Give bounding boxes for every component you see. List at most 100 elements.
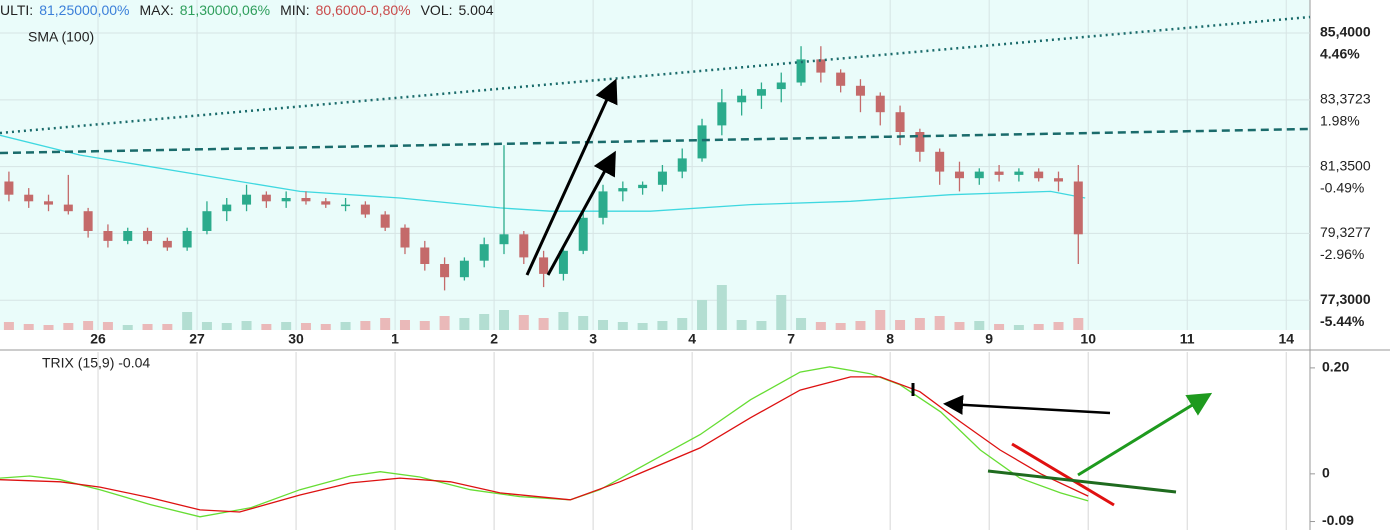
volume-bar — [360, 321, 371, 330]
volume-bar — [419, 321, 430, 330]
y-tick-label: 0.20 — [1322, 359, 1349, 375]
candle-body — [301, 198, 311, 202]
candle-body — [677, 158, 687, 172]
arrow — [943, 394, 1111, 415]
arrow — [546, 150, 616, 276]
candle-body — [657, 171, 667, 185]
candle-body — [321, 201, 331, 205]
y-tick-change: 1.98% — [1320, 113, 1360, 129]
header-value: 5.004 — [459, 2, 494, 18]
x-tick-label: 11 — [1180, 331, 1195, 347]
candle-body — [638, 184, 648, 189]
candle-body — [341, 204, 351, 207]
plot-background — [0, 0, 1310, 330]
volume-bar — [63, 323, 74, 330]
volume-bar — [518, 315, 529, 330]
y-tick-change: -0.49% — [1320, 179, 1364, 195]
y-tick-label: 83,3723 — [1320, 91, 1371, 107]
candle-body — [261, 194, 271, 202]
volume-bar — [637, 323, 648, 330]
candle-body — [182, 231, 192, 248]
candle-body — [143, 231, 153, 241]
candle-body — [63, 204, 73, 212]
candle-body — [281, 198, 291, 202]
y-tick-change: -2.96% — [1320, 246, 1364, 262]
volume-bar — [300, 323, 311, 330]
x-tick-label: 30 — [288, 331, 304, 347]
x-tick-label: 4 — [688, 331, 696, 347]
volume-bar — [776, 295, 787, 330]
candle-body — [1053, 178, 1063, 182]
y-tick-label: 79,3277 — [1320, 224, 1371, 240]
candle-body — [618, 188, 628, 192]
volume-bar — [201, 322, 212, 330]
header-value: 81,30000,06% — [180, 2, 270, 18]
series-line — [0, 366, 1089, 518]
volume-bar — [914, 318, 925, 330]
volume-bar — [875, 310, 886, 330]
candle-body — [400, 227, 410, 248]
volume-bar — [617, 322, 628, 330]
candle-body — [380, 214, 390, 228]
volume-bar — [994, 324, 1005, 330]
volume-bar — [974, 321, 985, 330]
series-line — [0, 376, 1089, 513]
volume-bar — [459, 318, 470, 330]
volume-bar — [796, 318, 807, 330]
candle-body — [578, 217, 588, 251]
volume-bar — [320, 324, 331, 330]
candle-body — [360, 204, 370, 215]
volume-bar — [498, 310, 509, 330]
volume-bar — [578, 316, 589, 330]
candle-body — [875, 95, 885, 113]
volume-bar — [3, 322, 14, 330]
y-tick-label: 85,4000 — [1320, 24, 1371, 40]
volume-bar — [439, 316, 450, 330]
volume-bar — [855, 321, 866, 330]
header-value: 81,25000,00% — [39, 2, 129, 18]
volume-bar — [380, 318, 391, 330]
volume-bar — [736, 320, 747, 330]
arrow — [525, 78, 618, 276]
x-tick-label: 2 — [490, 331, 498, 347]
volume-bar — [538, 318, 549, 330]
candle-body — [440, 264, 450, 278]
x-tick-label: 9 — [985, 331, 993, 347]
y-tick-label: 0 — [1322, 465, 1330, 481]
volume-bar — [221, 323, 232, 330]
candle-body — [1014, 171, 1024, 175]
volume-bar — [1033, 324, 1044, 330]
volume-bar — [102, 322, 113, 330]
volume-bar — [142, 324, 153, 330]
candle-body — [598, 191, 608, 218]
header-value: 80,6000-0,80% — [316, 2, 411, 18]
candle-body — [202, 211, 212, 231]
candle-body — [935, 151, 945, 172]
volume-bar — [340, 322, 351, 330]
trend-line — [0, 127, 1311, 155]
y-tick-change: 4.46% — [1320, 46, 1360, 62]
candle-body — [954, 171, 964, 179]
candle-body — [855, 85, 865, 96]
volume-bar — [1053, 322, 1064, 330]
volume-bar — [399, 320, 410, 330]
volume-bar — [479, 314, 490, 330]
trend-line — [987, 469, 1177, 494]
candle-body — [4, 181, 14, 195]
volume-bar — [756, 321, 767, 330]
volume-bar — [895, 320, 906, 330]
volume-bar — [598, 320, 609, 330]
volume-bar — [43, 325, 54, 330]
candle-body — [44, 201, 54, 205]
candle-body — [1034, 171, 1044, 179]
candle-body — [558, 250, 568, 274]
candle-body — [717, 102, 727, 126]
header-label: MAX: — [140, 2, 174, 18]
candle-body — [816, 59, 826, 73]
legend-entry: SMA (100) — [28, 29, 94, 45]
x-tick-label: 14 — [1278, 331, 1294, 347]
annotations — [0, 15, 1311, 507]
candle-body — [895, 112, 905, 132]
volume-bar — [835, 323, 846, 330]
